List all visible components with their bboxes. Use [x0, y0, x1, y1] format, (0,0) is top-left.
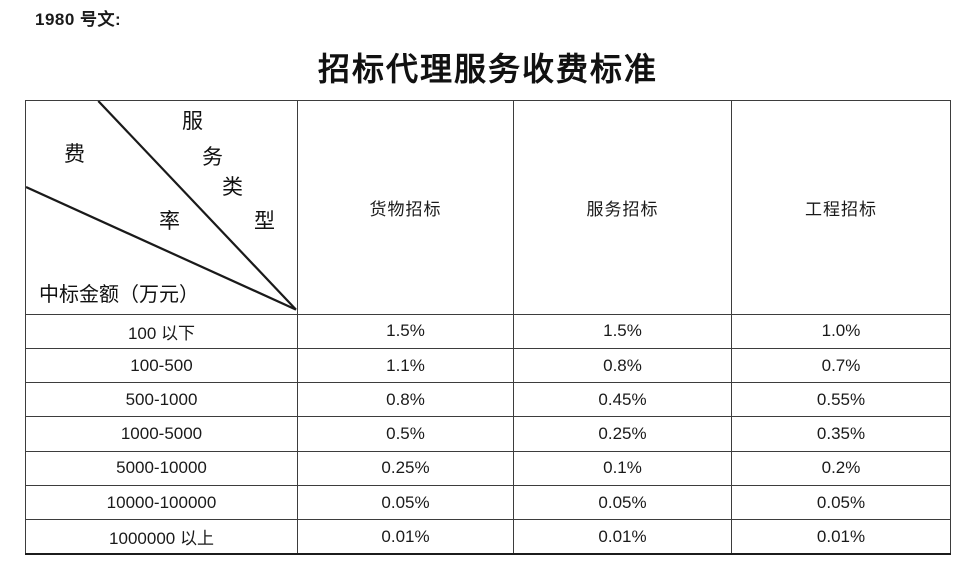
table-row: 100-500 1.1% 0.8% 0.7% — [25, 347, 951, 384]
corner-service-type-char: 类 — [222, 175, 243, 199]
column-header-goods: 货物招标 — [297, 100, 514, 315]
rate-cell: 0.7% — [731, 347, 951, 384]
amount-range-cell: 1000000 以上 — [25, 519, 298, 555]
column-header-engineering: 工程招标 — [731, 100, 951, 315]
rate-cell: 0.01% — [731, 519, 951, 555]
table-row: 1000000 以上 0.01% 0.01% 0.01% — [25, 519, 951, 555]
rate-cell: 0.25% — [297, 450, 514, 486]
rate-cell: 1.5% — [297, 313, 514, 349]
fee-standard-table: 费 率 服 务 类 型 中标金额（万元） 货物招标 服务招标 工程招标 100 … — [25, 100, 951, 555]
table-row: 5000-10000 0.25% 0.1% 0.2% — [25, 450, 951, 486]
rate-cell: 0.5% — [297, 416, 514, 452]
amount-range-cell: 5000-10000 — [25, 450, 298, 486]
rate-cell: 0.01% — [297, 519, 514, 555]
rate-cell: 0.45% — [513, 382, 732, 418]
rate-cell: 1.5% — [513, 313, 732, 349]
rate-cell: 0.1% — [513, 450, 732, 486]
amount-range-cell: 10000-100000 — [25, 484, 298, 521]
rate-cell: 0.35% — [731, 416, 951, 452]
amount-range-cell: 1000-5000 — [25, 416, 298, 452]
rate-cell: 0.05% — [513, 484, 732, 521]
rate-cell: 0.25% — [513, 416, 732, 452]
column-header-service: 服务招标 — [513, 100, 732, 315]
corner-service-type-char: 型 — [254, 209, 275, 233]
rate-cell: 0.8% — [297, 382, 514, 418]
corner-fee-char: 费 — [64, 142, 85, 166]
amount-range-cell: 100 以下 — [25, 313, 298, 349]
corner-amount-label: 中标金额（万元） — [39, 281, 199, 306]
table-row: 10000-100000 0.05% 0.05% 0.05% — [25, 484, 951, 521]
rate-cell: 1.0% — [731, 313, 951, 349]
corner-header-cell: 费 率 服 务 类 型 中标金额（万元） — [25, 100, 298, 315]
page-title: 招标代理服务收费标准 — [317, 50, 658, 88]
rate-cell: 0.2% — [731, 450, 951, 486]
corner-service-type-char: 服 — [182, 109, 203, 133]
corner-rate-char: 率 — [159, 209, 180, 233]
corner-service-type-char: 务 — [202, 145, 223, 169]
doc-number: 1980 号文: — [35, 10, 122, 29]
diagonal-divider-lines — [26, 101, 297, 311]
rate-cell: 1.1% — [297, 347, 514, 384]
rate-cell: 0.8% — [513, 347, 732, 384]
rate-cell: 0.01% — [513, 519, 732, 555]
amount-range-cell: 500-1000 — [25, 382, 298, 418]
amount-range-cell: 100-500 — [25, 347, 298, 384]
rate-cell: 0.55% — [731, 382, 951, 418]
rate-cell: 0.05% — [297, 484, 514, 521]
table-row: 500-1000 0.8% 0.45% 0.55% — [25, 382, 951, 418]
rate-cell: 0.05% — [731, 484, 951, 521]
table-header-row: 费 率 服 务 类 型 中标金额（万元） 货物招标 服务招标 工程招标 — [25, 100, 951, 315]
table-row: 1000-5000 0.5% 0.25% 0.35% — [25, 416, 951, 452]
table-row: 100 以下 1.5% 1.5% 1.0% — [25, 313, 951, 349]
